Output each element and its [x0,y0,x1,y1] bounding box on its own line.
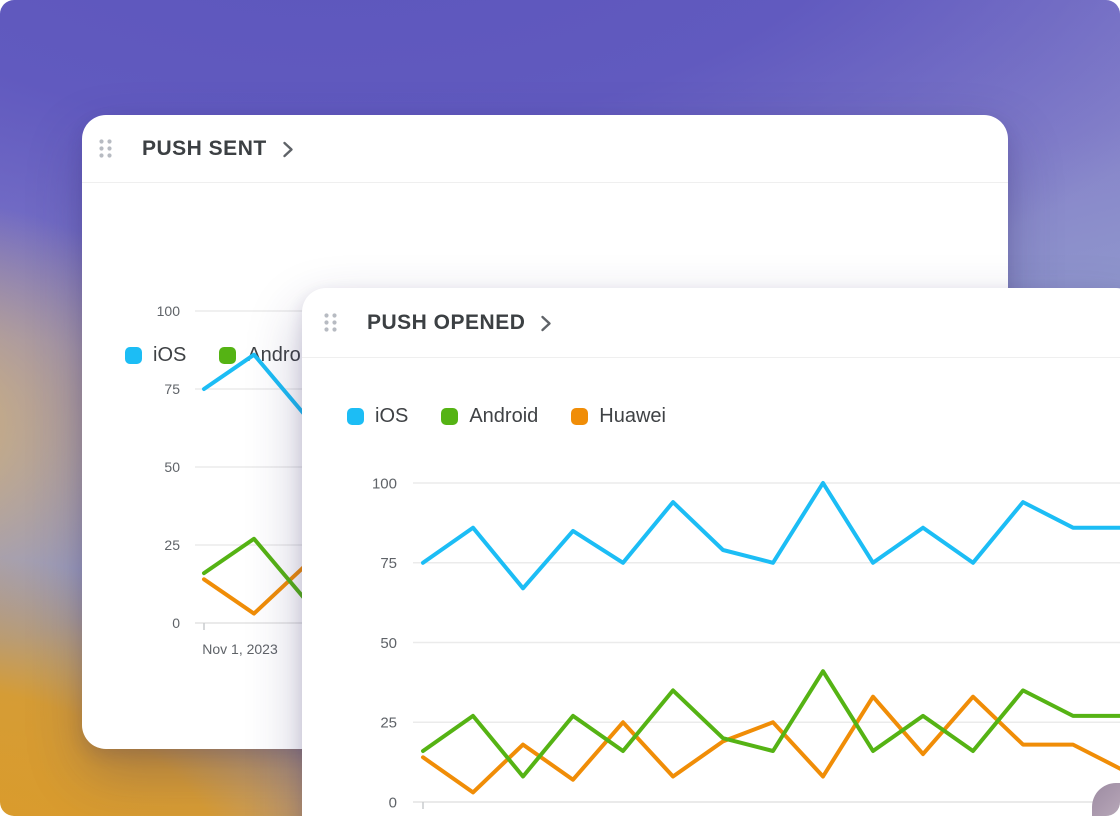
legend-item-android[interactable]: Android [219,344,316,367]
svg-text:75: 75 [380,555,397,572]
drag-handle-icon[interactable] [99,139,112,158]
ios-swatch [125,347,142,364]
push-opened-legend: iOS Android Huawei [347,405,666,428]
svg-text:0: 0 [389,794,397,811]
drag-handle-icon[interactable] [324,313,337,332]
svg-text:0: 0 [172,615,180,631]
svg-text:Nov 1, 2023: Nov 1, 2023 [202,641,278,657]
push-opened-title-link[interactable]: PUSH OPENED [367,311,552,335]
push-opened-card: PUSH OPENED iOS Android Huawei [302,288,1120,816]
ios-label: iOS [153,344,187,366]
push-sent-header: PUSH SENT [82,115,1008,183]
push-opened-title: PUSH OPENED [367,310,526,334]
push-opened-header: PUSH OPENED [302,288,1120,358]
svg-text:25: 25 [380,715,397,732]
ios-swatch [347,408,364,425]
push-opened-chart: 0 25 50 75 100 [302,288,1120,816]
svg-text:25: 25 [164,537,180,553]
legend-item-android[interactable]: Android [441,405,538,428]
push-sent-title: PUSH SENT [142,136,267,160]
ios-label: iOS [375,405,409,427]
chevron-right-icon [282,141,294,158]
android-label: Android [469,405,539,427]
huawei-swatch [571,408,589,425]
svg-text:100: 100 [157,303,181,319]
svg-text:100: 100 [372,475,397,492]
android-swatch [219,347,237,364]
android-swatch [441,408,459,425]
chevron-right-icon [540,315,552,332]
push-sent-title-link[interactable]: PUSH SENT [142,137,294,161]
svg-text:50: 50 [164,459,180,475]
legend-item-ios[interactable]: iOS [347,405,408,428]
huawei-label: Huawei [599,405,666,427]
legend-item-huawei[interactable]: Huawei [571,405,666,428]
svg-text:50: 50 [380,635,397,652]
legend-item-ios[interactable]: iOS [125,344,186,367]
android-label: Android [247,344,317,366]
svg-text:75: 75 [164,381,180,397]
